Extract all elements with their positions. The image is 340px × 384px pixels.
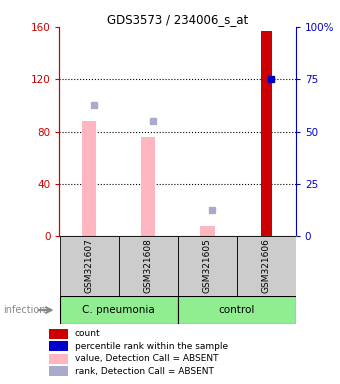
Bar (177, 296, 296, 324)
Text: GSM321606: GSM321606 (262, 238, 271, 293)
Text: GSM321608: GSM321608 (143, 238, 153, 293)
Bar (119, 236, 177, 296)
Bar (82, 121, 97, 236)
Bar (200, 226, 215, 236)
Bar (59, 296, 177, 324)
Bar (49, 329, 68, 339)
Text: percentile rank within the sample: percentile rank within the sample (75, 342, 228, 351)
Text: value, Detection Call = ABSENT: value, Detection Call = ABSENT (75, 354, 218, 363)
Text: GSM321607: GSM321607 (85, 238, 94, 293)
Text: count: count (75, 329, 100, 338)
Bar (237, 236, 296, 296)
Bar (49, 366, 68, 376)
Bar (177, 236, 237, 296)
Text: GSM321605: GSM321605 (203, 238, 212, 293)
Title: GDS3573 / 234006_s_at: GDS3573 / 234006_s_at (107, 13, 248, 26)
Text: control: control (219, 305, 255, 315)
Bar (59, 236, 119, 296)
Text: rank, Detection Call = ABSENT: rank, Detection Call = ABSENT (75, 367, 214, 376)
Bar (261, 31, 272, 236)
Text: C. pneumonia: C. pneumonia (82, 305, 155, 315)
Text: infection: infection (3, 305, 46, 315)
Bar (49, 341, 68, 351)
Bar (141, 137, 155, 236)
Bar (49, 354, 68, 364)
